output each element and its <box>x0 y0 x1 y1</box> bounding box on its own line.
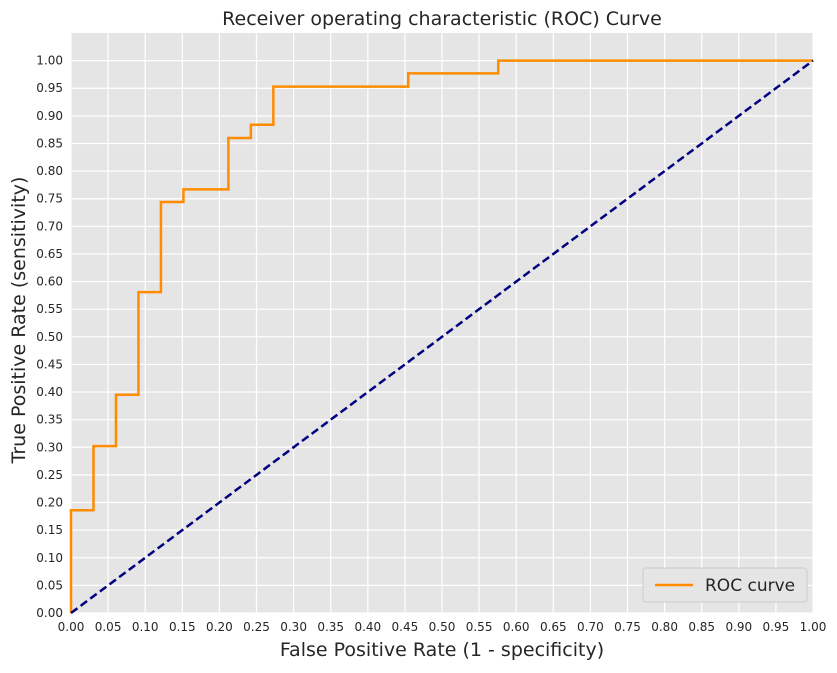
grid-lines <box>70 33 814 614</box>
y-tick-label: 0.75 <box>36 192 63 206</box>
y-tick-label: 0.90 <box>36 109 63 123</box>
x-tick-label: 0.55 <box>466 620 493 634</box>
x-tick-label: 0.15 <box>169 620 196 634</box>
x-tick-label: 1.00 <box>800 620 827 634</box>
x-tick-label: 0.60 <box>503 620 530 634</box>
y-tick-label: 0.20 <box>36 496 63 510</box>
y-tick-label: 0.85 <box>36 136 63 150</box>
y-tick-label: 0.50 <box>36 330 63 344</box>
x-tick-label: 0.70 <box>577 620 604 634</box>
legend-label-roc-curve: ROC curve <box>705 576 795 596</box>
x-tick-label: 0.10 <box>132 620 159 634</box>
roc-curve-line <box>69 59 813 613</box>
y-tick-label: 0.55 <box>36 302 63 316</box>
y-tick-label: 0.80 <box>36 164 63 178</box>
y-tick-label: 0.35 <box>36 413 63 427</box>
x-tick-label: 0.35 <box>317 620 344 634</box>
y-tick-labels: 0.00 0.05 0.10 0.15 0.20 0.25 0.30 0.35 0.40 0.45… <box>36 54 63 620</box>
x-tick-label: 0.65 <box>540 620 567 634</box>
y-tick-label: 0.25 <box>36 468 63 482</box>
y-tick-label: 0.70 <box>36 219 63 233</box>
y-tick-label: 0.10 <box>36 551 63 565</box>
diagonal-reference-line <box>70 59 814 615</box>
series-layer <box>69 59 814 615</box>
x-tick-label: 0.50 <box>429 620 456 634</box>
y-tick-label: 0.45 <box>36 357 63 371</box>
y-tick-label: 0.95 <box>36 81 63 95</box>
y-axis-label: True Positive Rate (sensitivity) <box>8 177 30 465</box>
y-tick-label: 0.00 <box>36 606 63 620</box>
y-tick-label: 0.15 <box>36 523 63 537</box>
x-tick-label: 0.20 <box>206 620 233 634</box>
x-axis-label: False Positive Rate (1 - specificity) <box>280 639 604 661</box>
y-tick-label: 0.40 <box>36 385 63 399</box>
x-tick-label: 0.00 <box>58 620 85 634</box>
x-tick-label: 0.75 <box>614 620 641 634</box>
y-tick-label: 0.60 <box>36 275 63 289</box>
x-tick-label: 0.90 <box>725 620 752 634</box>
y-tick-label: 0.30 <box>36 440 63 454</box>
x-tick-label: 0.45 <box>392 620 419 634</box>
x-tick-label: 0.05 <box>95 620 122 634</box>
x-tick-labels: 0.00 0.05 0.10 0.15 0.20 0.25 0.30 0.35 0.40 0.45… <box>58 620 827 634</box>
chart-title: Receiver operating characteristic (ROC) … <box>222 8 662 30</box>
legend-box <box>642 567 808 603</box>
y-tick-label: 0.05 <box>36 578 63 592</box>
legend: ROC curve <box>642 567 808 603</box>
x-tick-label: 0.80 <box>651 620 678 634</box>
x-tick-label: 0.95 <box>763 620 790 634</box>
y-tick-label: 0.65 <box>36 247 63 261</box>
x-tick-label: 0.40 <box>354 620 381 634</box>
x-tick-label: 0.30 <box>280 620 307 634</box>
x-tick-label: 0.85 <box>688 620 715 634</box>
x-tick-label: 0.25 <box>243 620 270 634</box>
y-tick-label: 1.00 <box>36 54 63 68</box>
